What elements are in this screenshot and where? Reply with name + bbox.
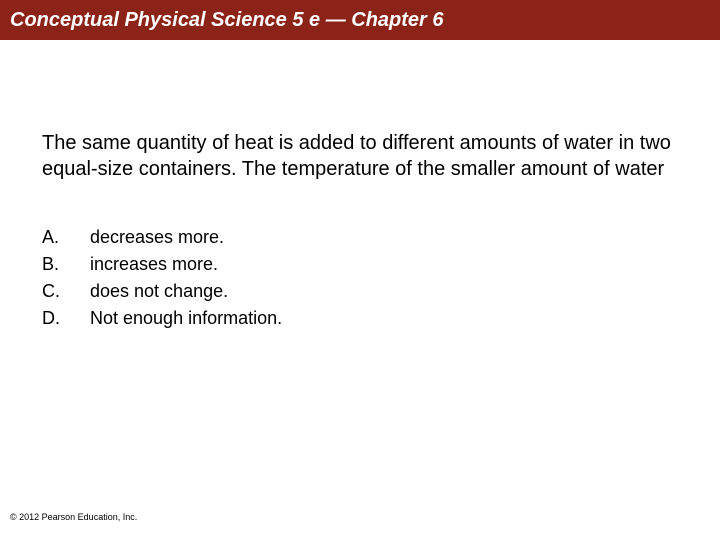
header-title: Conceptual Physical Science 5 e — Chapte… xyxy=(10,9,444,32)
option-text: decreases more. xyxy=(90,224,224,251)
options-list: A. decreases more. B. increases more. C.… xyxy=(0,182,720,332)
option-text: does not change. xyxy=(90,278,228,305)
question-block: The same quantity of heat is added to di… xyxy=(0,40,720,182)
option-letter: D. xyxy=(42,305,90,332)
option-letter: C. xyxy=(42,278,90,305)
option-text: increases more. xyxy=(90,251,218,278)
option-c: C. does not change. xyxy=(42,278,720,305)
question-text: The same quantity of heat is added to di… xyxy=(42,130,678,182)
copyright: © 2012 Pearson Education, Inc. xyxy=(10,512,137,522)
option-a: A. decreases more. xyxy=(42,224,720,251)
option-b: B. increases more. xyxy=(42,251,720,278)
header-bar: Conceptual Physical Science 5 e — Chapte… xyxy=(0,0,720,40)
option-letter: B. xyxy=(42,251,90,278)
option-text: Not enough information. xyxy=(90,305,282,332)
option-d: D. Not enough information. xyxy=(42,305,720,332)
option-letter: A. xyxy=(42,224,90,251)
